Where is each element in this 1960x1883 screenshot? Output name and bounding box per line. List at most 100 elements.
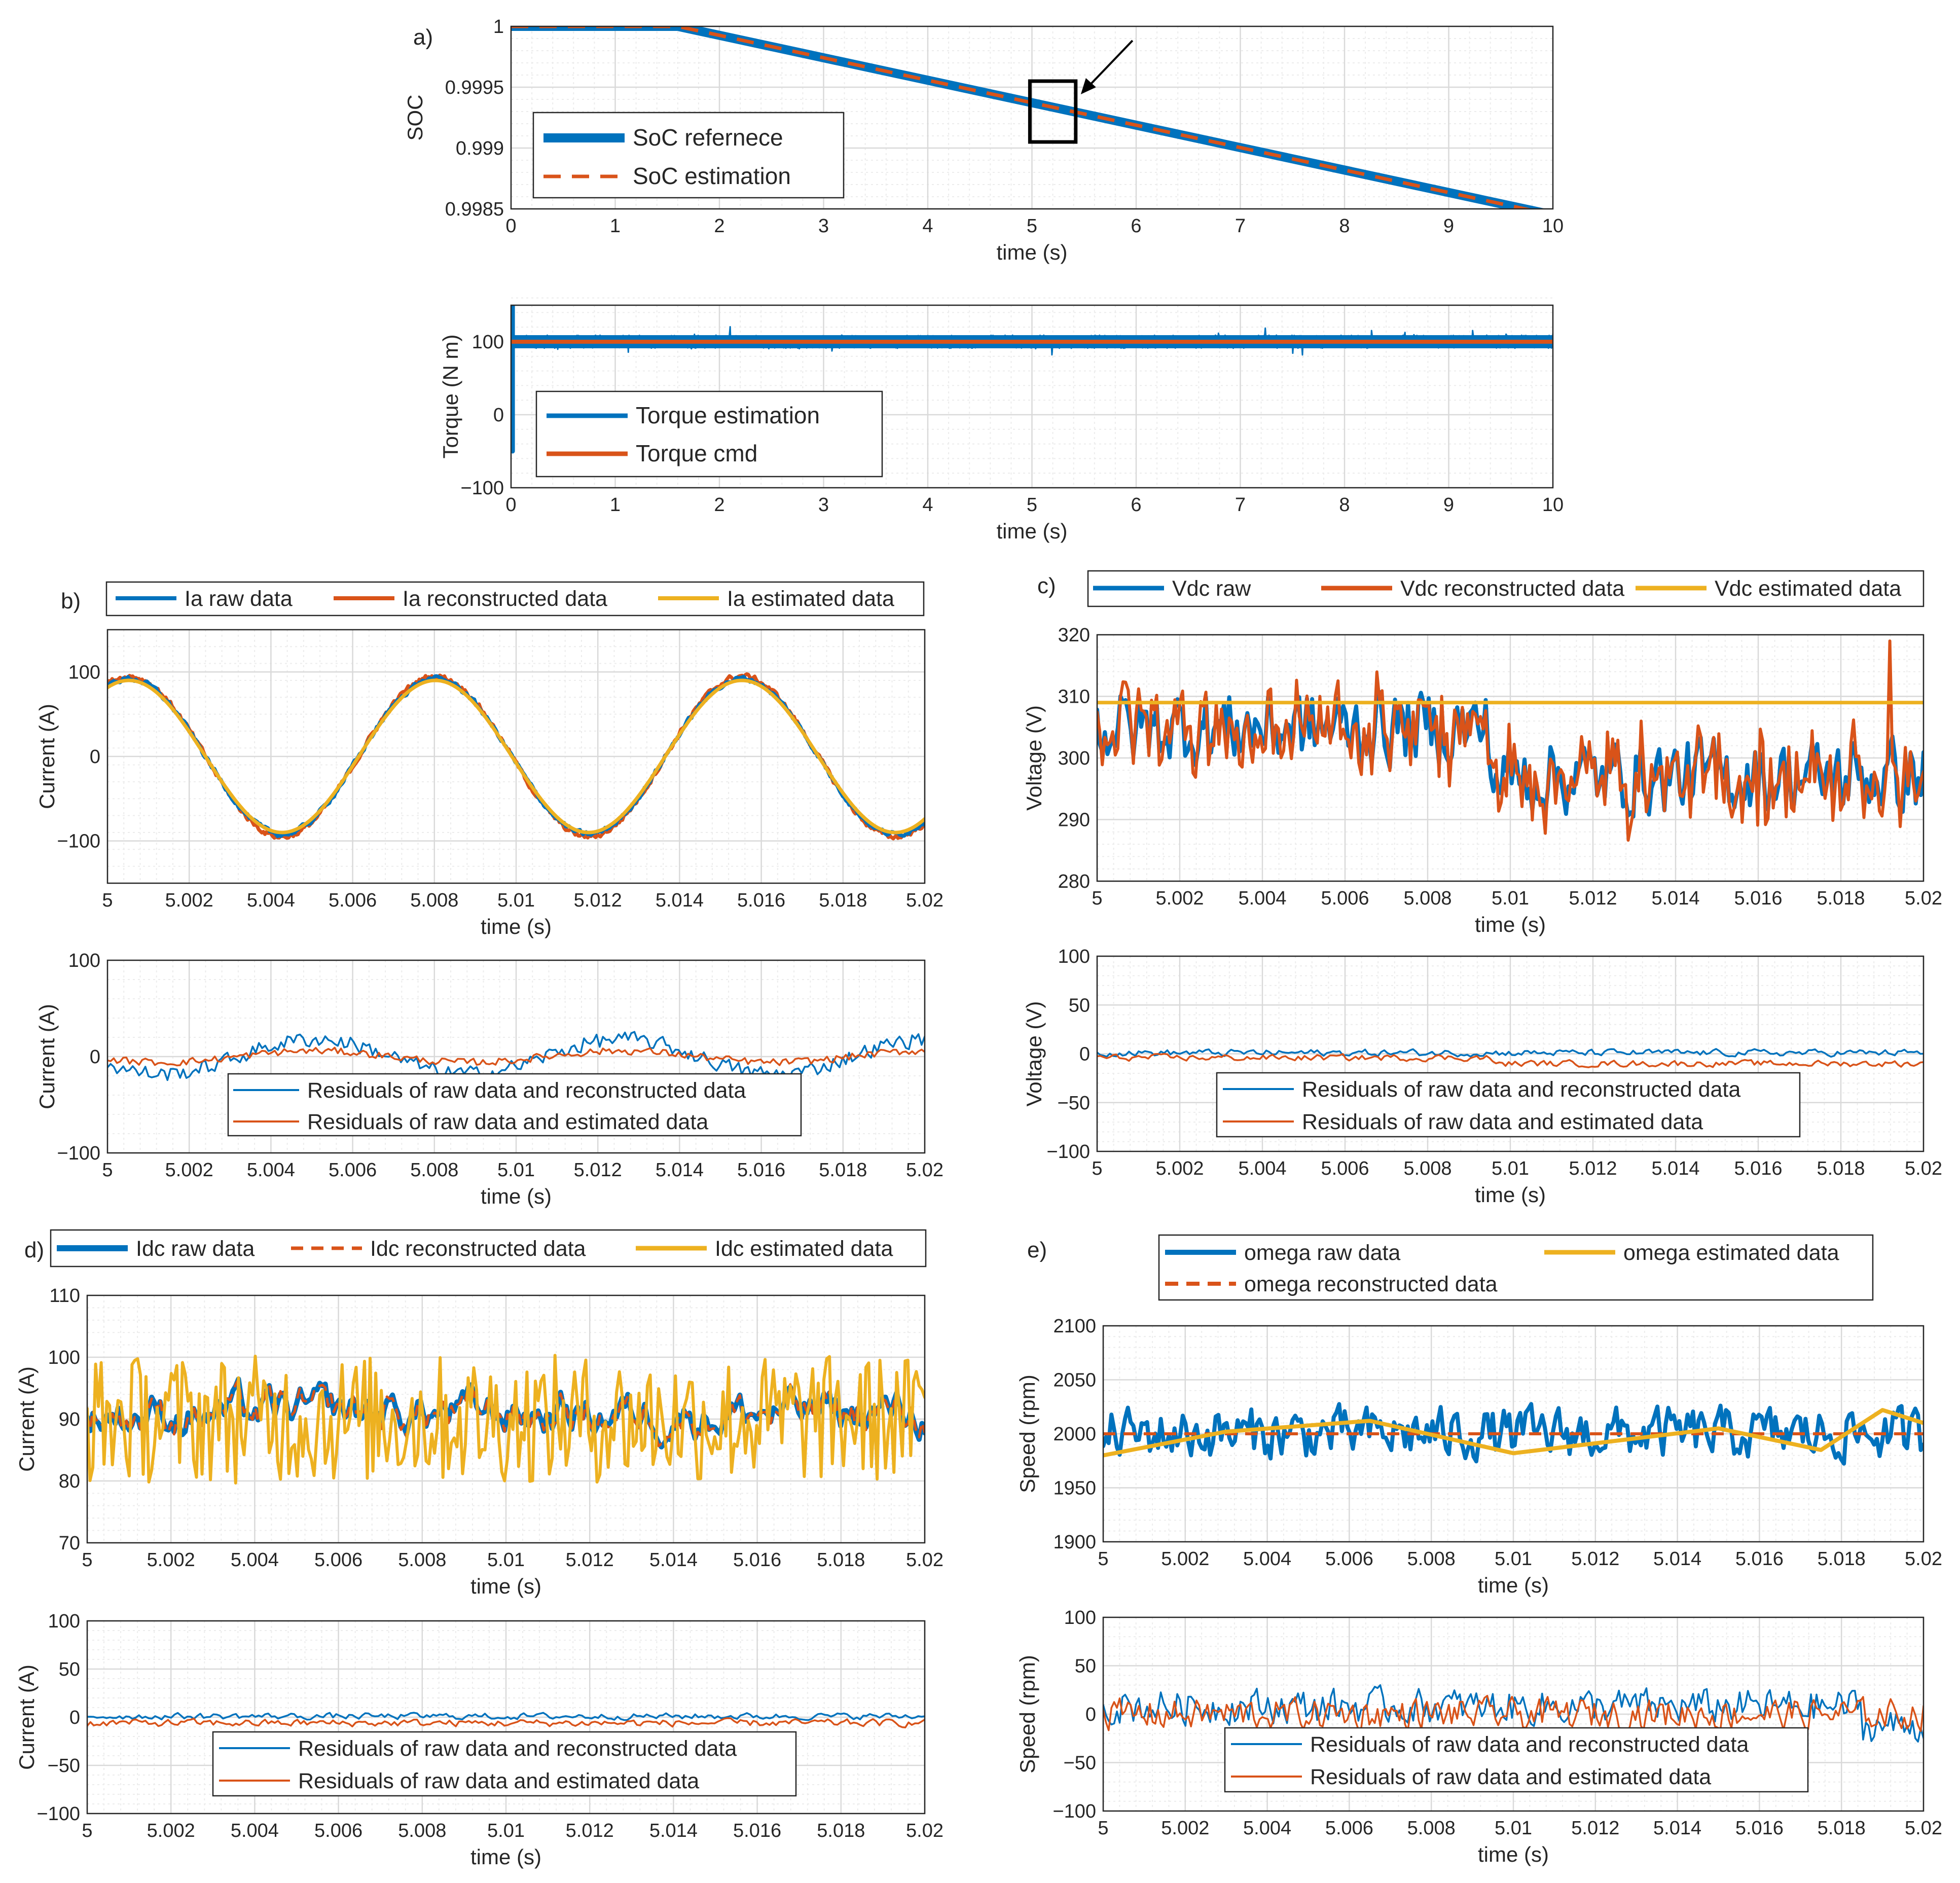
- legend-entry: Torque estimation: [636, 402, 820, 428]
- x-tick-label: 5.002: [165, 890, 213, 911]
- x-tick-label: 5.018: [1818, 1548, 1866, 1570]
- series-group: [511, 305, 1553, 454]
- chart-ia: 5 5.002 5.004 5.006 5.008 5.01 5.012 5.014 5.016…: [35, 581, 943, 938]
- chart-omega: 5 5.002 5.004 5.006 5.008 5.01 5.012 5.014 5.016…: [1015, 1234, 1942, 1597]
- y-tick-label: 100: [472, 332, 504, 353]
- soc-legend: SoC refernece SoC estimation: [532, 112, 845, 199]
- x-tick-label: 5.014: [1653, 1818, 1701, 1839]
- y-tick-label: −100: [1052, 1801, 1096, 1822]
- y-tick-label: 0.999: [456, 138, 504, 159]
- x-tick-label: 5.004: [1243, 1818, 1291, 1839]
- y-axis-label: Current (A): [35, 1004, 59, 1109]
- x-tick-label: 3: [818, 215, 829, 237]
- y-tick-label: −100: [57, 1143, 100, 1164]
- y-tick-label: 320: [1058, 625, 1090, 646]
- x-axis-label: time (s): [997, 519, 1068, 543]
- x-tick-label: 5: [1027, 215, 1037, 237]
- x-tick-label: 5.014: [656, 1160, 704, 1181]
- vdc-residual-estimated-line: [1097, 1053, 1923, 1068]
- x-tick-label: 5.002: [147, 1820, 195, 1841]
- axes-box: [106, 959, 926, 1154]
- y-axis-label: Speed (rpm): [1015, 1655, 1039, 1773]
- x-axis-label: time (s): [481, 1184, 552, 1208]
- legend-box: [1087, 570, 1925, 607]
- x-tick-label: 5.012: [574, 1160, 622, 1181]
- x-tick-label: 9: [1443, 494, 1454, 516]
- legend-entry: Residuals of raw data and estimated data: [307, 1110, 708, 1134]
- y-tick-label: 0.9995: [445, 77, 504, 98]
- y-tick-label: 0: [90, 746, 100, 768]
- vdc-res-legend: Residuals of raw data and reconstructed …: [1216, 1072, 1801, 1138]
- legend-entry: Ia raw data: [185, 587, 293, 611]
- x-tick-label: 5.012: [1569, 888, 1617, 909]
- x-tick-label: 5.004: [247, 1160, 295, 1181]
- x-tick-label: 5: [1098, 1818, 1108, 1839]
- x-axis-label: time (s): [997, 240, 1068, 264]
- legend-entry: Residuals of raw data and estimated data: [1310, 1765, 1711, 1789]
- x-tick-label: 5.02: [906, 1820, 943, 1841]
- y-tick-label: 100: [68, 950, 100, 971]
- x-tick-label: 5.018: [1817, 1158, 1865, 1179]
- x-tick-label: 5.004: [1238, 1158, 1286, 1179]
- y-tick-label: 1: [493, 16, 504, 38]
- legend-entry: Ia estimated data: [727, 587, 894, 611]
- x-tick-label: 3: [818, 494, 829, 516]
- legend-entry: omega estimated data: [1623, 1241, 1839, 1265]
- chart-vdc: 5 5.002 5.004 5.006 5.008 5.01 5.012 5.014 5.016…: [1022, 570, 1942, 936]
- y-tick-label: 0: [69, 1707, 80, 1728]
- x-tick-label: 5.002: [1161, 1818, 1209, 1839]
- legend-entry: Residuals of raw data and reconstructed …: [1302, 1077, 1740, 1102]
- x-tick-label: 5.002: [1161, 1548, 1209, 1570]
- legend-box: [535, 390, 883, 478]
- x-tick-label: 5.012: [1569, 1158, 1617, 1179]
- x-axis-label: time (s): [481, 915, 552, 938]
- x-tick-label: 5.02: [1905, 1548, 1942, 1570]
- legend-entry: Idc raw data: [136, 1237, 255, 1261]
- x-tick-label: 5.006: [1321, 888, 1369, 909]
- y-axis-label: Current (A): [15, 1664, 39, 1770]
- y-tick-label: 100: [1064, 1607, 1096, 1628]
- y-axis-label: Voltage (V): [1022, 705, 1046, 811]
- axes-box: [510, 304, 1554, 489]
- y-tick-label: −100: [1046, 1141, 1090, 1163]
- y-tick-label: 2050: [1053, 1370, 1096, 1391]
- ia-estimated-line: [107, 678, 925, 835]
- x-tick-label: 4: [922, 215, 933, 237]
- series-group: [1103, 1684, 1923, 1743]
- x-axis-label: time (s): [1475, 913, 1546, 936]
- idc-res-legend: Residuals of raw data and reconstructed …: [212, 1731, 797, 1797]
- legend-box: [212, 1731, 797, 1797]
- x-tick-label: 8: [1339, 215, 1350, 237]
- omega-raw-line: [1103, 1402, 1923, 1466]
- y-tick-label: 290: [1058, 810, 1090, 831]
- x-tick-label: 7: [1235, 215, 1246, 237]
- x-tick-label: 5.006: [314, 1549, 362, 1571]
- legend-box: [532, 112, 845, 199]
- y-tick-label: 0: [90, 1046, 100, 1068]
- x-axis-label: time (s): [470, 1574, 541, 1598]
- x-tick-label: 5.014: [1653, 1548, 1701, 1570]
- x-tick-label: 5.012: [566, 1549, 614, 1571]
- panel-label: b): [61, 589, 81, 613]
- legend-entry: Residuals of raw data and reconstructed …: [307, 1078, 746, 1103]
- x-tick-label: 5.02: [906, 1549, 943, 1571]
- y-tick-label: 1900: [1053, 1532, 1096, 1553]
- y-axis-label: Current (A): [35, 704, 59, 809]
- y-axis-label: Speed (rpm): [1015, 1374, 1039, 1493]
- x-tick-label: 5.008: [1403, 1158, 1451, 1179]
- y-axis-label: SOC: [403, 94, 427, 140]
- axes-box: [1096, 955, 1925, 1152]
- x-tick-label: 5.006: [1321, 1158, 1369, 1179]
- series-group: [87, 1712, 925, 1729]
- x-tick-label: 5.012: [1571, 1818, 1619, 1839]
- x-tick-label: 5.002: [147, 1549, 195, 1571]
- series-group: [1097, 1048, 1923, 1068]
- x-tick-label: 0: [505, 494, 516, 516]
- panel-label: e): [1027, 1238, 1047, 1262]
- omega-estimated-line: [1103, 1408, 1923, 1458]
- torque-legend: Torque estimation Torque cmd: [535, 390, 883, 478]
- omega-legend: omega raw data omega estimated data omega …: [1158, 1234, 1874, 1301]
- idc-legend: Idc raw data Idc reconstructed data Idc es…: [50, 1229, 927, 1268]
- x-tick-label: 5.014: [649, 1549, 698, 1571]
